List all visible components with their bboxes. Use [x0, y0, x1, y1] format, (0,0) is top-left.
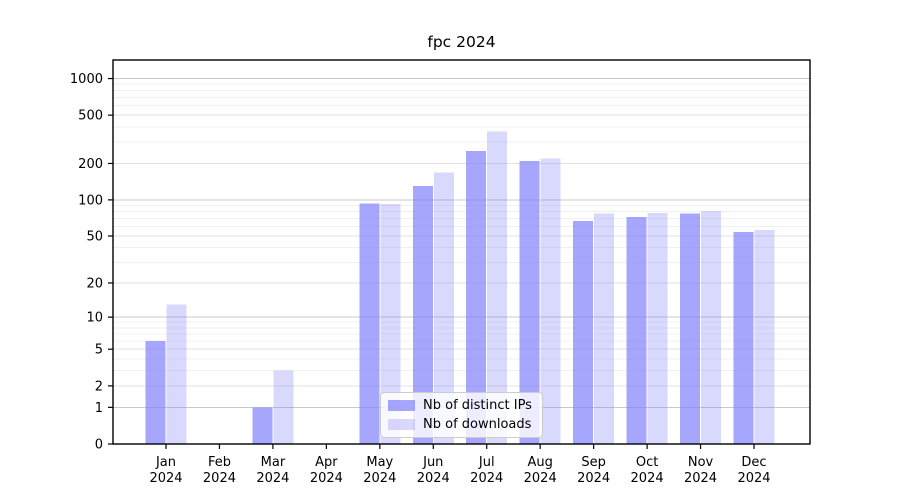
bar-dec-downloads [754, 230, 775, 444]
y-tick-label: 10 [86, 311, 103, 326]
legend-swatch-distinct-ips [388, 400, 415, 411]
chart-title: fpc 2024 [427, 33, 496, 51]
x-tick-label-month: Apr [315, 455, 338, 470]
x-tick-label-month: Aug [527, 455, 552, 470]
bar-jun-downloads [433, 172, 454, 444]
bar-oct-distinct-ips [626, 217, 647, 444]
x-tick-label-month: Oct [636, 455, 658, 470]
legend-swatch-downloads [388, 419, 415, 430]
x-tick-label-year: 2024 [417, 471, 450, 486]
plot-frame [112, 59, 811, 445]
x-tick-label-year: 2024 [737, 471, 770, 486]
bar-may-downloads [380, 204, 401, 444]
x-tick-label-month: May [366, 455, 393, 470]
bar-nov-downloads [701, 210, 721, 444]
x-tick-label-year: 2024 [363, 471, 396, 486]
x-tick-label-month: Mar [261, 455, 286, 470]
y-tick-label: 200 [78, 157, 103, 172]
y-tick-label: 1000 [70, 72, 103, 87]
legend: Nb of distinct IPs Nb of downloads [380, 392, 543, 438]
bar-nov-distinct-ips [680, 213, 700, 444]
bar-jun-distinct-ips [412, 186, 433, 444]
bar-jul-distinct-ips [466, 151, 487, 444]
y-tick-label: 500 [78, 109, 103, 124]
bar-may-distinct-ips [359, 203, 380, 444]
x-tick-label-month: Jul [478, 455, 495, 470]
x-tick-label-year: 2024 [203, 471, 236, 486]
bar-jul-downloads [487, 131, 508, 445]
x-tick-label-month: Nov [688, 455, 714, 470]
bar-jan-distinct-ips [145, 341, 166, 444]
y-tick-label: 0 [95, 438, 103, 453]
legend-label: Nb of distinct IPs [423, 398, 532, 413]
x-tick-label-year: 2024 [149, 471, 182, 486]
y-tick-label: 1 [95, 401, 103, 416]
y-tick-label: 100 [78, 193, 103, 208]
y-tick-label: 2 [95, 379, 103, 394]
x-tick-label-month: Jun [422, 455, 443, 470]
bar-oct-downloads [647, 212, 668, 444]
y-tick-label: 50 [86, 230, 103, 245]
x-tick-label-year: 2024 [631, 471, 664, 486]
x-tick-label-month: Dec [741, 455, 766, 470]
bar-aug-distinct-ips [519, 160, 540, 444]
legend-item: Nb of distinct IPs [388, 398, 532, 413]
bar-dec-distinct-ips [733, 232, 754, 444]
x-tick-label-year: 2024 [310, 471, 343, 486]
x-tick-label-month: Feb [208, 455, 231, 470]
bar-mar-downloads [273, 370, 294, 444]
bar-mar-distinct-ips [252, 407, 273, 444]
x-tick-label-year: 2024 [470, 471, 503, 486]
x-tick-label-month: Jan [155, 455, 176, 470]
bar-aug-downloads [540, 158, 561, 444]
bar-sep-downloads [594, 213, 615, 444]
y-tick-label: 20 [86, 277, 103, 292]
x-tick-label-year: 2024 [577, 471, 610, 486]
x-tick-label-year: 2024 [524, 471, 557, 486]
x-tick-label-year: 2024 [256, 471, 289, 486]
y-tick-label: 5 [95, 343, 103, 358]
bar-sep-distinct-ips [573, 220, 594, 444]
legend-item: Nb of downloads [388, 417, 532, 432]
legend-label: Nb of downloads [423, 417, 532, 432]
bar-jan-downloads [166, 304, 187, 444]
x-tick-label-year: 2024 [684, 471, 717, 486]
x-tick-label-month: Sep [581, 455, 606, 470]
